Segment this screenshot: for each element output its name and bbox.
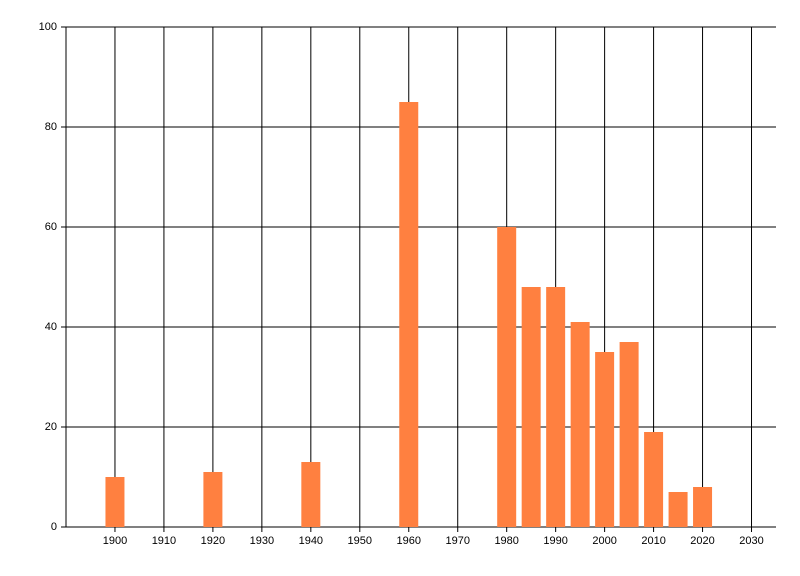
x-tick-label: 1950: [348, 535, 372, 547]
bar: [521, 287, 541, 527]
y-tick-label: 60: [45, 221, 57, 233]
x-tick-label: 2030: [739, 535, 763, 547]
x-tick-label: 2020: [690, 535, 714, 547]
x-tick-label: 1980: [494, 535, 518, 547]
x-tick-label: 1900: [103, 535, 127, 547]
bar: [301, 462, 321, 527]
bar: [399, 102, 419, 527]
x-tick-label: 2000: [592, 535, 616, 547]
x-tick-label: 1910: [152, 535, 176, 547]
bar: [619, 342, 639, 527]
bar: [105, 477, 125, 527]
bar: [203, 472, 223, 527]
bar: [693, 487, 713, 527]
bar: [595, 352, 615, 527]
x-tick-label: 1920: [201, 535, 225, 547]
x-tick-label: 1960: [397, 535, 421, 547]
x-tick-label: 1940: [299, 535, 323, 547]
bar: [644, 432, 664, 527]
y-tick-label: 0: [51, 521, 57, 533]
y-tick-label: 100: [39, 21, 57, 33]
x-tick-label: 1930: [250, 535, 274, 547]
bar: [668, 492, 688, 527]
y-tick-label: 20: [45, 421, 57, 433]
bar: [497, 227, 517, 527]
bar: [570, 322, 590, 527]
y-tick-label: 80: [45, 121, 57, 133]
x-tick-label: 2010: [641, 535, 665, 547]
x-tick-label: 1990: [543, 535, 567, 547]
x-tick-label: 1970: [445, 535, 469, 547]
y-tick-label: 40: [45, 321, 57, 333]
bar: [546, 287, 566, 527]
